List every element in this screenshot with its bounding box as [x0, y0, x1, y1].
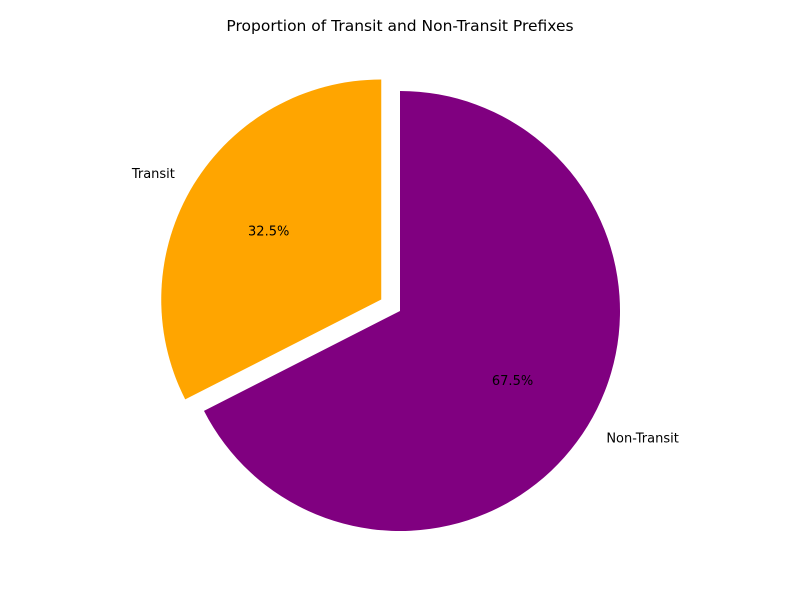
- slice-percent-label: 67.5%: [492, 374, 533, 389]
- pie-slices: [161, 79, 620, 531]
- chart-title: Proportion of Transit and Non-Transit Pr…: [226, 17, 573, 35]
- slice-percent-label: 32.5%: [248, 225, 289, 240]
- pie-slice-non-transit: [203, 91, 620, 531]
- slice-label: Transit: [131, 167, 175, 182]
- slice-label: Non-Transit: [606, 431, 678, 446]
- pie-labels: Transit 32.5% Non-Transit 67.5%: [131, 167, 679, 446]
- pie-slice-transit: [161, 79, 382, 400]
